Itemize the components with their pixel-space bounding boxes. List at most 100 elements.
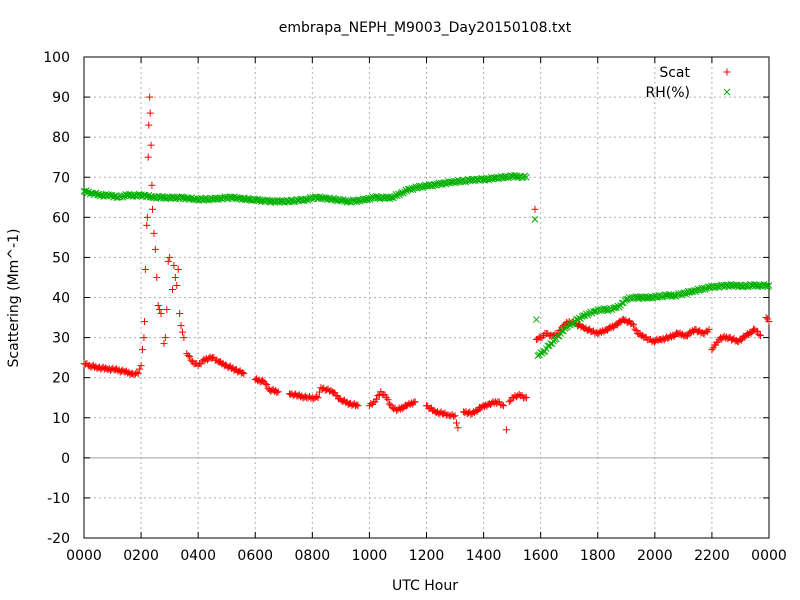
scat-point bbox=[273, 389, 281, 397]
scat-point bbox=[171, 273, 179, 281]
scat-point bbox=[448, 411, 456, 419]
rh-point bbox=[590, 308, 597, 315]
scat-point bbox=[274, 388, 282, 396]
scat-point bbox=[148, 181, 156, 189]
scat-point bbox=[741, 333, 749, 341]
scat-point bbox=[180, 334, 188, 342]
scat-point bbox=[239, 368, 247, 376]
scat-point bbox=[765, 318, 773, 326]
legend: Scat RH(%) bbox=[646, 65, 731, 101]
scat-point bbox=[139, 346, 147, 354]
scat-point bbox=[146, 109, 154, 117]
scat-point bbox=[147, 141, 155, 149]
scat-point bbox=[502, 426, 510, 434]
scat-point bbox=[133, 368, 141, 376]
scat-point bbox=[144, 153, 152, 161]
scat-point bbox=[629, 321, 637, 329]
scat-point bbox=[535, 333, 543, 341]
scat-point bbox=[178, 328, 186, 336]
y-tick-label: 40 bbox=[52, 291, 70, 307]
scat-point bbox=[141, 318, 149, 326]
x-tick-label: 1000 bbox=[352, 548, 388, 564]
scat-point bbox=[708, 346, 716, 354]
x-tick-label: 0800 bbox=[295, 548, 331, 564]
y-tick-label: 90 bbox=[52, 90, 70, 106]
scat-point bbox=[367, 400, 375, 408]
scat-point bbox=[515, 391, 523, 399]
scat-point bbox=[168, 285, 176, 293]
scat-point bbox=[399, 405, 407, 413]
scat-point bbox=[305, 393, 313, 401]
scat-point bbox=[314, 394, 322, 402]
scat-point bbox=[560, 322, 567, 330]
y-tick-label: 20 bbox=[52, 371, 70, 387]
y-tick-label: 10 bbox=[52, 411, 70, 427]
scat-point bbox=[137, 362, 145, 370]
y-axis-label: Scattering (Mm^-1) bbox=[6, 229, 22, 368]
scat-point bbox=[149, 205, 156, 213]
scat-point bbox=[150, 229, 158, 237]
y-tick-label: 50 bbox=[52, 250, 70, 266]
scat-point bbox=[240, 370, 248, 378]
scat-point bbox=[762, 314, 770, 322]
legend-label-rh: RH(%) bbox=[646, 85, 690, 101]
x-tick-label: 0200 bbox=[123, 548, 159, 564]
scat-point bbox=[705, 326, 713, 334]
axes bbox=[83, 56, 770, 539]
scat-point bbox=[143, 213, 151, 221]
rh-point bbox=[523, 173, 530, 181]
scat-point bbox=[522, 394, 530, 402]
series-rh bbox=[80, 171, 773, 359]
scat-point bbox=[153, 273, 161, 281]
y-tick-label: 70 bbox=[52, 170, 70, 186]
scat-point bbox=[157, 310, 165, 318]
scat-point bbox=[261, 380, 269, 388]
scat-point bbox=[151, 245, 159, 253]
data-series bbox=[80, 93, 773, 434]
scat-point bbox=[632, 326, 640, 334]
scat-point bbox=[505, 398, 513, 406]
scat-point bbox=[184, 352, 192, 360]
grid bbox=[84, 57, 769, 538]
x-tick-label: 0400 bbox=[180, 548, 216, 564]
scat-point bbox=[186, 352, 194, 360]
legend-marker-rh bbox=[723, 88, 731, 96]
scat-point bbox=[670, 332, 678, 340]
y-tick-label: 60 bbox=[52, 210, 70, 226]
x-tick-label: 0000 bbox=[751, 548, 787, 564]
y-tick-label: 0 bbox=[61, 451, 70, 467]
tick-labels: 0000 0200 0400 0600 0800 1000 1200 1400 1600 1800… bbox=[43, 50, 787, 564]
scat-point bbox=[631, 325, 639, 333]
scat-point bbox=[143, 221, 151, 229]
scat-point bbox=[628, 320, 636, 328]
x-tick-label: 0600 bbox=[237, 548, 273, 564]
scat-point bbox=[454, 424, 462, 432]
y-tick-label: 30 bbox=[52, 331, 70, 347]
scat-point bbox=[307, 394, 315, 402]
scat-point bbox=[163, 306, 171, 314]
scat-point bbox=[174, 265, 182, 273]
scat-point bbox=[702, 327, 710, 335]
scat-point bbox=[374, 392, 382, 400]
scat-point bbox=[531, 205, 539, 213]
scat-point bbox=[146, 93, 154, 101]
scat-point bbox=[354, 402, 362, 410]
scat-point bbox=[164, 257, 172, 265]
x-tick-label: 1200 bbox=[409, 548, 445, 564]
x-axis-label: UTC Hour bbox=[392, 578, 458, 594]
scat-point bbox=[136, 365, 144, 373]
x-tick-label: 1400 bbox=[466, 548, 502, 564]
scat-point bbox=[451, 412, 459, 420]
scat-point bbox=[373, 395, 381, 403]
scat-point bbox=[755, 331, 763, 339]
scat-point bbox=[521, 393, 529, 401]
legend-label-scat: Scat bbox=[659, 65, 690, 81]
scat-point bbox=[173, 281, 181, 289]
scat-point bbox=[166, 253, 174, 261]
scat-point bbox=[81, 360, 89, 368]
scat-point bbox=[452, 419, 460, 427]
scat-point bbox=[390, 405, 398, 413]
scat-point bbox=[714, 338, 722, 346]
y-tick-label: 100 bbox=[43, 50, 70, 66]
